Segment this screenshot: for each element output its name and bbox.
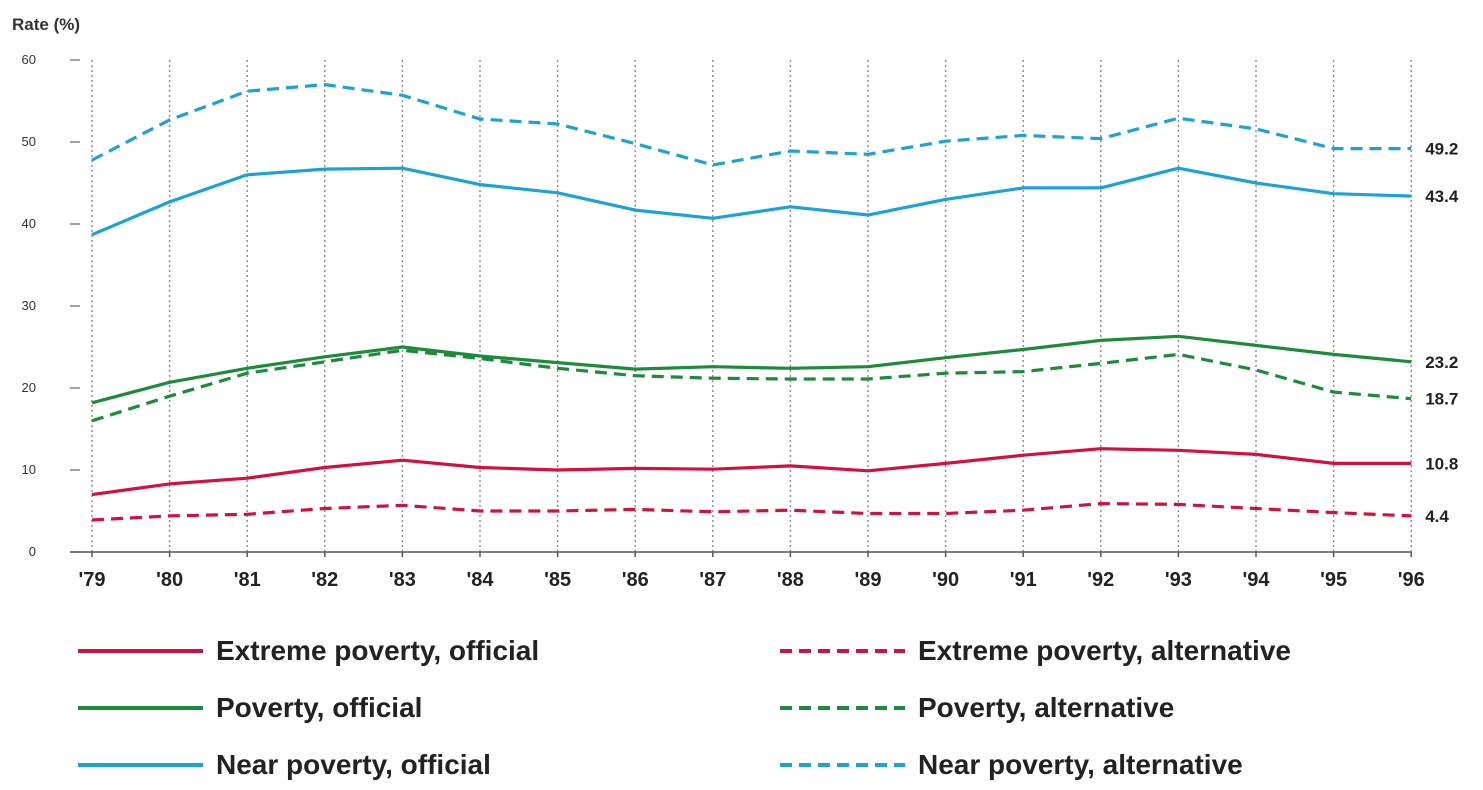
end-value-label: 4.4: [1425, 507, 1449, 526]
legend-label: Poverty, official: [216, 692, 422, 723]
x-tick-label: '86: [622, 569, 649, 591]
x-tick-label: '79: [78, 569, 105, 591]
series-line: [91, 334, 1412, 405]
x-tick-label: '80: [156, 569, 183, 591]
x-tick-label: '84: [466, 569, 494, 591]
end-value-label: 10.8: [1425, 454, 1458, 473]
legend-label: Near poverty, official: [216, 749, 491, 780]
x-tick-label: '89: [854, 569, 881, 591]
gridlines: [91, 60, 1412, 552]
legend-label: Extreme poverty, alternative: [918, 635, 1291, 666]
x-tick-label: '82: [311, 569, 338, 591]
y-tick-label: 40: [22, 216, 36, 231]
x-tick-label: '87: [699, 569, 726, 591]
series-line: [91, 82, 1412, 167]
legend-label: Near poverty, alternative: [918, 749, 1243, 780]
end-value-label: 49.2: [1425, 140, 1458, 159]
x-tick-label: '91: [1010, 569, 1037, 591]
series-line: [91, 502, 1412, 522]
end-value-label: 43.4: [1425, 187, 1459, 206]
x-tick-label: '92: [1087, 569, 1114, 591]
x-tick-label: '88: [777, 569, 804, 591]
y-tick-label: 60: [22, 52, 36, 67]
x-tick-label: '90: [932, 569, 959, 591]
legend: Extreme poverty, official Extreme poverty…: [78, 635, 1291, 780]
x-tick-label: '93: [1165, 569, 1192, 591]
y-axis-ticks: 0 10 20 30 40 50 60: [22, 52, 80, 559]
x-tick-label: '83: [389, 569, 416, 591]
end-value-label: 23.2: [1425, 353, 1458, 372]
end-value-label: 18.7: [1425, 390, 1458, 409]
y-tick-label: 20: [22, 380, 36, 395]
x-tick-label: '96: [1398, 569, 1425, 591]
y-tick-label: 50: [22, 134, 36, 149]
series-line: [91, 348, 1412, 423]
series-line: [91, 447, 1412, 497]
y-tick-label: 0: [29, 544, 36, 559]
y-tick-label: 10: [22, 462, 36, 477]
legend-label: Extreme poverty, official: [216, 635, 539, 666]
y-axis-label: Rate (%): [12, 15, 80, 34]
x-tick-label: '94: [1242, 569, 1270, 591]
x-tick-label: '85: [544, 569, 571, 591]
end-labels: 10.8 4.4 23.2 18.7 43.4 49.2: [1425, 140, 1459, 526]
legend-label: Poverty, alternative: [918, 692, 1174, 723]
x-axis: '79 '80 '81 '82 '83 '84 '85 '86 '87 '88 '89 '90 '91 '…: [70, 551, 1425, 591]
series-line: [91, 166, 1412, 237]
series-lines: [91, 82, 1412, 522]
x-tick-label: '95: [1320, 569, 1347, 591]
x-tick-label: '81: [234, 569, 261, 591]
y-tick-label: 30: [22, 298, 36, 313]
